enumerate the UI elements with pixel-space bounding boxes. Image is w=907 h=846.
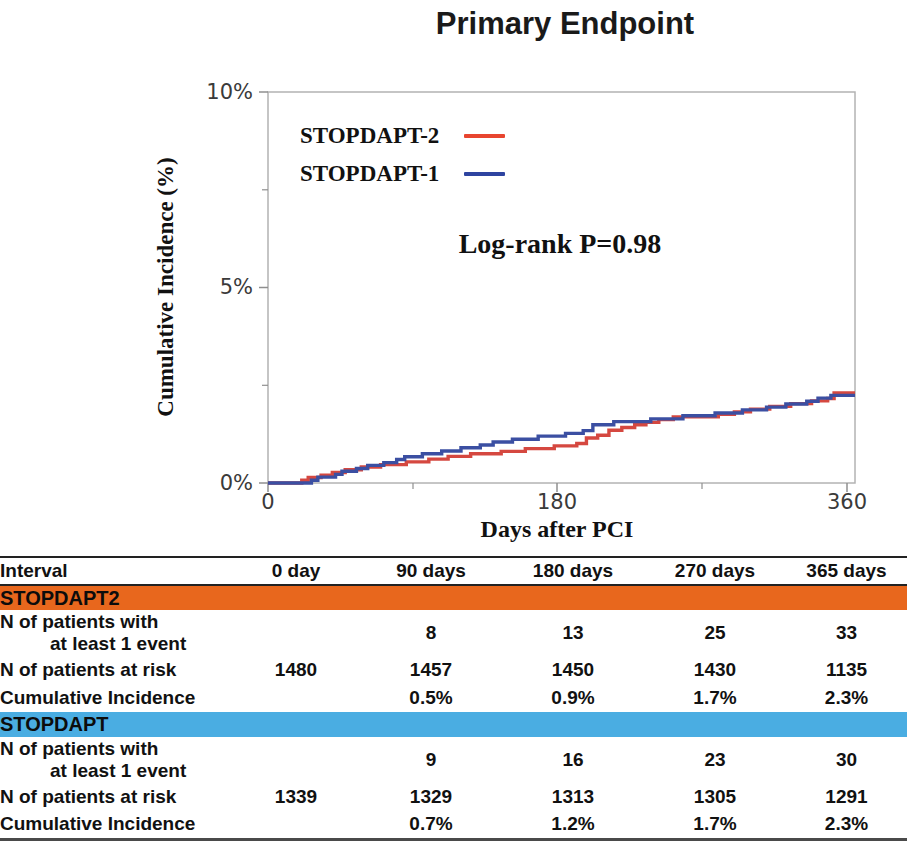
header-270days: 270 days	[644, 557, 786, 585]
figure-page: Primary Endpoint 10% 5% 0% 0 180 360	[0, 0, 907, 846]
section-banner-label: STOPDAPT2	[0, 585, 907, 610]
cell-value: 8	[360, 610, 502, 656]
table-row: N of patients with at least 1 event 8 13…	[0, 610, 907, 656]
x-tick-label-360: 360	[807, 490, 887, 514]
cell-value: 1305	[644, 783, 786, 811]
cell-value: 1430	[644, 656, 786, 684]
cell-value	[232, 811, 360, 839]
row-label: N of patients at risk	[0, 783, 232, 811]
header-interval: Interval	[0, 557, 232, 585]
chart-legend: STOPDAPT-2 STOPDAPT-1	[300, 117, 505, 193]
kaplan-meier-chart: Primary Endpoint 10% 5% 0% 0 180 360	[0, 0, 907, 556]
section-banner-stopdapt: STOPDAPT	[0, 712, 907, 737]
cell-value: 1329	[360, 783, 502, 811]
cell-value: 16	[502, 737, 644, 783]
cell-value	[232, 610, 360, 656]
cell-value: 1457	[360, 656, 502, 684]
y-tick-label-10: 10%	[193, 80, 253, 104]
log-rank-annotation: Log-rank P=0.98	[380, 228, 740, 260]
x-axis-title: Days after PCI	[377, 516, 737, 543]
row-label-line1: N of patients with	[0, 738, 232, 760]
table-row: Cumulative Incidence 0.7% 1.2% 1.7% 2.3%	[0, 811, 907, 839]
table-row: Cumulative Incidence 0.5% 0.9% 1.7% 2.3%	[0, 684, 907, 712]
plot-canvas	[0, 0, 907, 556]
x-tick-label-180: 180	[517, 490, 597, 514]
legend-label: STOPDAPT-1	[300, 161, 460, 187]
y-tick-label-5: 5%	[193, 275, 253, 299]
cell-value: 0.9%	[502, 684, 644, 712]
cell-value: 13	[502, 610, 644, 656]
header-90days: 90 days	[360, 557, 502, 585]
header-0day: 0 day	[232, 557, 360, 585]
cell-value: 0.5%	[360, 684, 502, 712]
row-label: N of patients with at least 1 event	[0, 737, 232, 783]
y-axis-title: Cumulative Incidence (%)	[153, 85, 183, 489]
x-tick-label-0: 0	[228, 490, 308, 514]
cell-value: 2.3%	[786, 684, 907, 712]
cell-value: 1.2%	[502, 811, 644, 839]
cell-value: 23	[644, 737, 786, 783]
cell-value: 0.7%	[360, 811, 502, 839]
row-label-line1: N of patients with	[0, 611, 232, 633]
row-label: Cumulative Incidence	[0, 811, 232, 839]
legend-line-swatch-red	[464, 134, 505, 138]
row-label: N of patients at risk	[0, 656, 232, 684]
cell-value: 1339	[232, 783, 360, 811]
survival-curves	[268, 393, 855, 483]
cell-value: 2.3%	[786, 811, 907, 839]
cell-value	[232, 684, 360, 712]
cell-value: 1291	[786, 783, 907, 811]
header-180days: 180 days	[502, 557, 644, 585]
patients-at-risk-table: Interval 0 day 90 days 180 days 270 days…	[0, 556, 907, 841]
row-label: N of patients with at least 1 event	[0, 610, 232, 656]
row-label: Cumulative Incidence	[0, 684, 232, 712]
curve-stopdapt-1	[268, 395, 855, 483]
cell-value: 1.7%	[644, 684, 786, 712]
table-row: N of patients at risk 1339 1329 1313 130…	[0, 783, 907, 811]
cell-value: 1.7%	[644, 811, 786, 839]
table-row: N of patients at risk 1480 1457 1450 143…	[0, 656, 907, 684]
table-header-row: Interval 0 day 90 days 180 days 270 days…	[0, 557, 907, 585]
table-row: N of patients with at least 1 event 9 16…	[0, 737, 907, 783]
header-365days: 365 days	[786, 557, 907, 585]
row-label-line2: at least 1 event	[0, 633, 232, 655]
cell-value	[232, 737, 360, 783]
legend-line-swatch-blue	[464, 172, 505, 176]
row-label-line2: at least 1 event	[0, 760, 232, 782]
cell-value: 9	[360, 737, 502, 783]
legend-item-stopdapt1: STOPDAPT-1	[300, 155, 505, 193]
section-banner-stopdapt2: STOPDAPT2	[0, 585, 907, 610]
cell-value: 30	[786, 737, 907, 783]
cell-value: 1480	[232, 656, 360, 684]
legend-label: STOPDAPT-2	[300, 123, 460, 149]
legend-item-stopdapt2: STOPDAPT-2	[300, 117, 505, 155]
cell-value: 25	[644, 610, 786, 656]
cell-value: 33	[786, 610, 907, 656]
section-banner-label: STOPDAPT	[0, 712, 907, 737]
cell-value: 1450	[502, 656, 644, 684]
cell-value: 1135	[786, 656, 907, 684]
cell-value: 1313	[502, 783, 644, 811]
